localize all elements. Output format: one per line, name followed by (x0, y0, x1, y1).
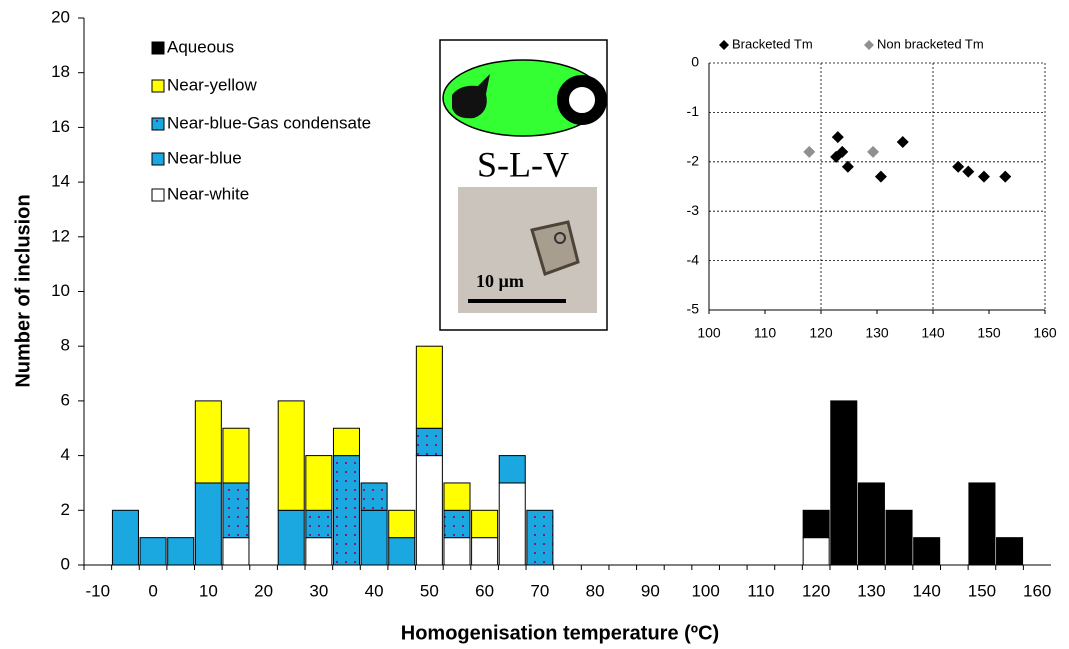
phase-label: S-L-V (477, 144, 569, 184)
bar-segment (527, 510, 553, 565)
bar-segment (969, 483, 995, 565)
bar-segment (803, 510, 829, 537)
x-tick-label: 120 (802, 581, 830, 600)
y-tick-label: 18 (51, 62, 70, 81)
y-tick-label: 10 (51, 281, 70, 300)
y-tick-label: 14 (51, 172, 70, 191)
legend-label: Non bracketed Tm (877, 36, 984, 51)
x-tick-label: 30 (309, 581, 328, 600)
bar-segment (444, 483, 470, 510)
x-tick-label: 130 (865, 325, 889, 341)
bar-segment (444, 510, 470, 537)
bar-segment (168, 538, 194, 565)
bar-segment (472, 538, 498, 565)
y-tick-label: 20 (51, 7, 70, 26)
legend-label: Near-white (167, 184, 249, 203)
bar-segment (416, 346, 442, 428)
bar-segment (195, 401, 221, 483)
y-tick-label: -5 (687, 301, 700, 317)
y-tick-label: 4 (61, 445, 70, 464)
y-tick-label: -1 (687, 103, 700, 119)
x-tick-label: 140 (912, 581, 940, 600)
x-tick-label: 160 (1033, 325, 1057, 341)
legend-swatch (152, 153, 164, 165)
legend-label: Aqueous (167, 37, 234, 56)
bar-segment (333, 456, 359, 565)
y-tick-label: -4 (687, 251, 700, 267)
x-tick-label: -10 (86, 581, 111, 600)
legend-label: Near-blue (167, 148, 242, 167)
x-tick-label: 60 (475, 581, 494, 600)
legend-swatch (152, 118, 164, 130)
x-tick-label: 20 (254, 581, 273, 600)
y-tick-label: 0 (61, 554, 70, 573)
bar-segment (306, 538, 332, 565)
bar-segment (914, 538, 940, 565)
bar-segment (831, 401, 857, 565)
inset-background (668, 30, 1063, 348)
y-tick-label: 8 (61, 336, 70, 355)
y-tick-label: 0 (691, 54, 699, 70)
x-tick-label: 140 (921, 325, 945, 341)
bar-segment (278, 510, 304, 565)
x-tick-label: 150 (968, 581, 996, 600)
bar-segment (472, 510, 498, 537)
bar-segment (858, 483, 884, 565)
bar-segment (361, 510, 387, 565)
bar-segment (499, 456, 525, 483)
bar-segment (389, 510, 415, 537)
y-axis-title: Number of inclusion (12, 194, 34, 387)
bar-segment (278, 401, 304, 510)
x-tick-label: 100 (697, 325, 721, 341)
bar-segment (499, 483, 525, 565)
x-tick-label: 0 (148, 581, 157, 600)
x-tick-label: 150 (977, 325, 1001, 341)
y-tick-label: -3 (687, 202, 700, 218)
bar-segment (416, 428, 442, 455)
x-tick-label: 160 (1023, 581, 1051, 600)
bar-segment (112, 510, 138, 565)
x-tick-label: 110 (747, 581, 774, 600)
x-tick-label: 90 (641, 581, 660, 600)
y-tick-label: 12 (51, 226, 70, 245)
legend-swatch (152, 42, 164, 54)
bar-segment (886, 510, 912, 565)
y-tick-label: 2 (61, 500, 70, 519)
x-tick-label: 100 (691, 581, 719, 600)
x-tick-label: 50 (420, 581, 439, 600)
bar-segment (223, 483, 249, 538)
bar-segment (333, 428, 359, 455)
y-tick-label: -2 (687, 153, 700, 169)
bar-segment (361, 483, 387, 510)
bar-segment (997, 538, 1023, 565)
scale-label: 10 µm (476, 271, 524, 291)
bar-segment (223, 428, 249, 483)
legend-swatch (152, 80, 164, 92)
bar-segment (306, 456, 332, 511)
legend-label: Bracketed Tm (732, 36, 813, 51)
x-tick-label: 110 (754, 325, 777, 341)
x-tick-label: 70 (530, 581, 549, 600)
bar-segment (444, 538, 470, 565)
x-tick-label: 40 (365, 581, 384, 600)
bar-segment (195, 483, 221, 565)
legend-label: Near-blue-Gas condensate (167, 113, 371, 132)
x-tick-label: 130 (857, 581, 885, 600)
legend-swatch (152, 189, 164, 201)
legend-label: Near-yellow (167, 75, 257, 94)
bar-segment (416, 456, 442, 565)
y-tick-label: 16 (51, 117, 70, 136)
x-tick-label: 120 (809, 325, 833, 341)
bar-segment (223, 538, 249, 565)
bar-segment (803, 538, 829, 565)
chart: 02468101214161820-1001020304050607080901… (0, 0, 1069, 649)
inclusion-image: S-L-V 10 µm (440, 40, 607, 330)
bar-segment (389, 538, 415, 565)
x-axis-title: Homogenisation temperature (ºC) (401, 622, 719, 644)
bar-segment (306, 510, 332, 537)
y-tick-label: 6 (61, 390, 70, 409)
bar-segment (140, 538, 166, 565)
x-tick-label: 80 (586, 581, 605, 600)
x-tick-label: 10 (199, 581, 218, 600)
